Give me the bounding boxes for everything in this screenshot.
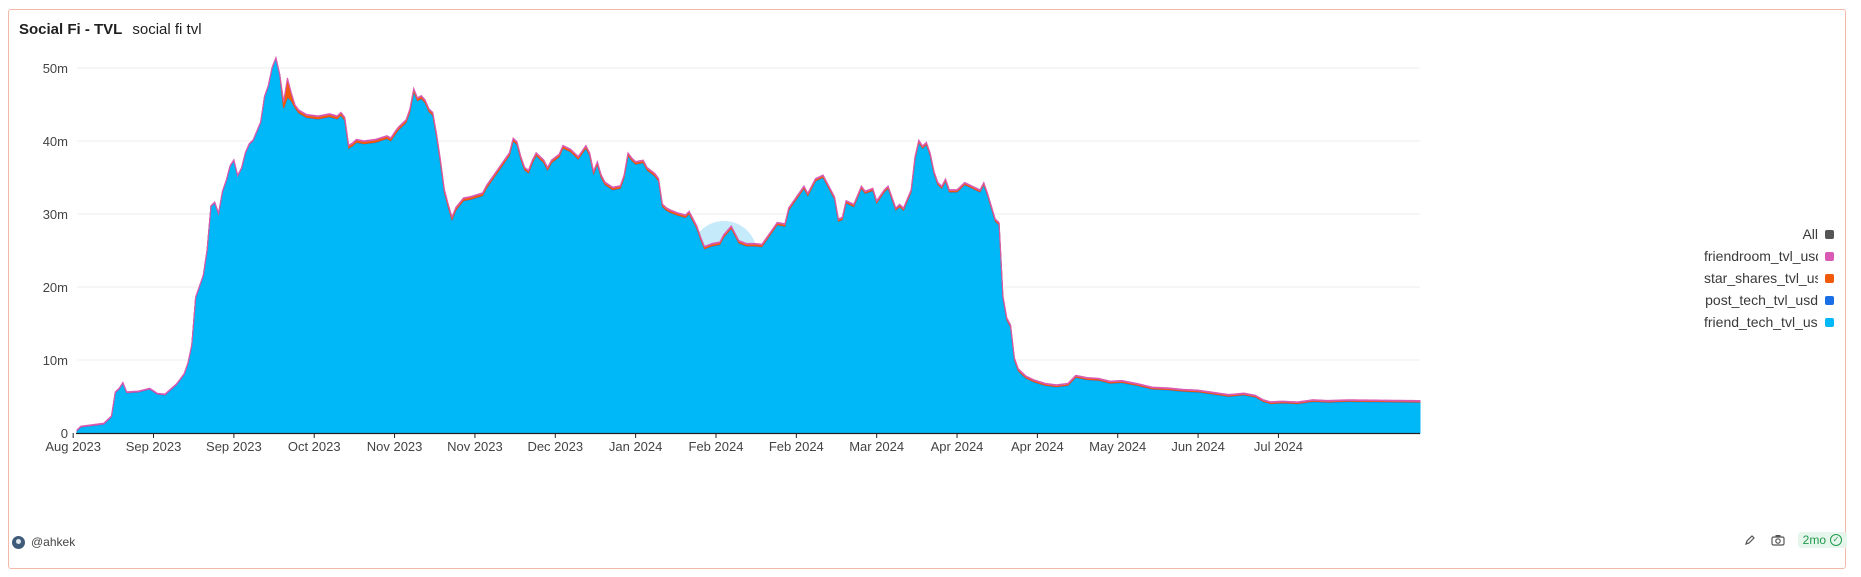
legend-label: friend_tech_tvl_usd	[1704, 314, 1818, 330]
y-tick-label: 0	[61, 426, 68, 441]
legend-item[interactable]: All	[1704, 223, 1834, 245]
x-axis: Aug 2023 Sep 2023 Sep 2023 Oct 2023 Nov 2023…	[45, 432, 1420, 454]
chart-title: Social Fi - TVL	[19, 21, 123, 38]
x-tick-label: Nov 2023	[367, 439, 423, 454]
x-tick-label: Feb 2024	[689, 439, 744, 454]
x-tick-label: Feb 2024	[769, 439, 824, 454]
avatar[interactable]	[12, 535, 25, 549]
x-tick-label: May 2024	[1089, 439, 1146, 454]
x-tick-label: Dec 2023	[527, 439, 583, 454]
y-tick-label: 10m	[43, 353, 68, 368]
x-tick-label: Sep 2023	[126, 439, 182, 454]
footer-author[interactable]: @ahkek	[12, 535, 75, 549]
chart-legend: All friendroom_tvl_usd star_shares_tvl_usd…	[1704, 223, 1834, 333]
legend-item[interactable]: friend_tech_tvl_usd	[1704, 311, 1834, 333]
legend-label: friendroom_tvl_usd	[1704, 248, 1818, 264]
chart-subtitle: social fi tvl	[132, 21, 202, 38]
camera-icon[interactable]	[1770, 532, 1786, 548]
y-tick-label: 50m	[43, 61, 68, 76]
y-tick-label: 30m	[43, 207, 68, 222]
author-name[interactable]: @ahkek	[31, 535, 76, 549]
edit-icon[interactable]	[1742, 532, 1758, 548]
legend-item[interactable]: star_shares_tvl_usd	[1704, 267, 1834, 289]
legend-swatch	[1825, 251, 1834, 261]
legend-swatch	[1825, 229, 1834, 239]
legend-label: star_shares_tvl_usd	[1704, 270, 1818, 286]
legend-label: All	[1802, 226, 1818, 242]
x-tick-label: Jun 2024	[1171, 439, 1225, 454]
x-tick-label: Aug 2023	[45, 439, 101, 454]
chart-header: Social Fi - TVL social fi tvl	[19, 21, 202, 38]
x-tick-label: Apr 2024	[1011, 439, 1064, 454]
check-circle-icon: ✓	[1830, 534, 1842, 546]
x-tick-label: Sep 2023	[206, 439, 262, 454]
legend-label: post_tech_tvl_usd	[1705, 292, 1818, 308]
freshness-badge[interactable]: 2mo ✓	[1797, 532, 1847, 548]
x-tick-label: Nov 2023	[447, 439, 503, 454]
y-axis: 0 10m 20m 30m 40m 50m	[43, 61, 68, 441]
footer-actions: 2mo ✓	[1742, 532, 1847, 548]
legend-swatch	[1825, 273, 1834, 283]
area-friendroom_tvl_usd	[76, 55, 1421, 432]
y-tick-label: 20m	[43, 280, 68, 295]
freshness-label: 2mo	[1802, 533, 1826, 547]
x-tick-label: Oct 2023	[288, 439, 341, 454]
legend-swatch	[1825, 295, 1834, 305]
x-tick-label: Jan 2024	[609, 439, 663, 454]
y-tick-label: 40m	[43, 134, 68, 149]
legend-item[interactable]: friendroom_tvl_usd	[1704, 245, 1834, 267]
x-tick-label: Apr 2024	[931, 439, 984, 454]
x-tick-label: Jul 2024	[1254, 439, 1303, 454]
legend-item[interactable]: post_tech_tvl_usd	[1704, 289, 1834, 311]
legend-swatch	[1825, 317, 1834, 327]
x-tick-label: Mar 2024	[849, 439, 904, 454]
chart-areas	[76, 55, 1421, 434]
